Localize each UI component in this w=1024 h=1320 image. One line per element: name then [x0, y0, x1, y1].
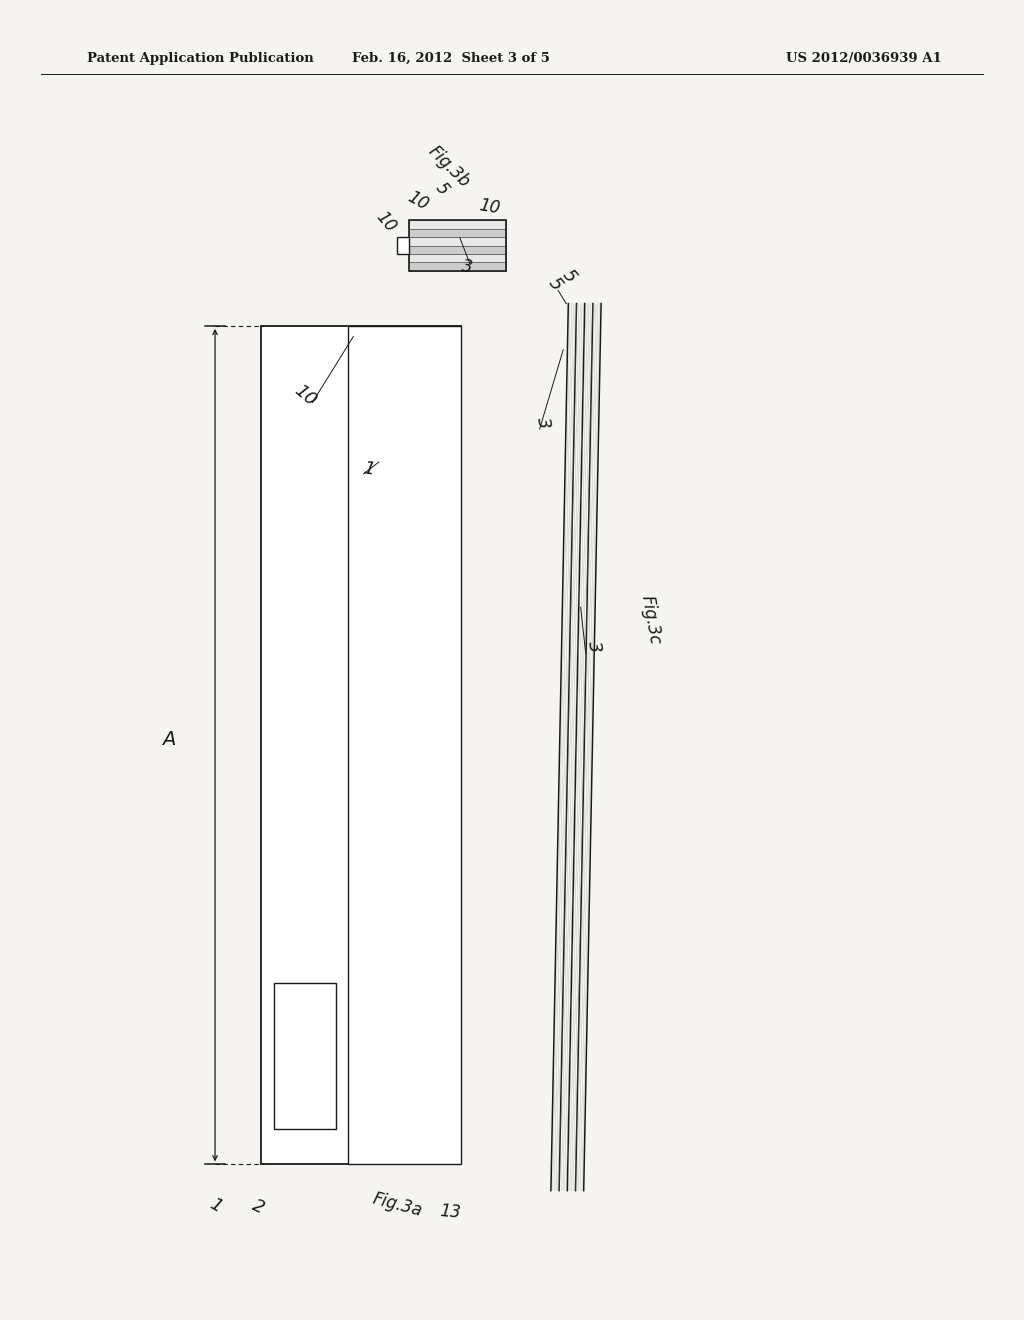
Text: Patent Application Publication: Patent Application Publication [87, 51, 313, 65]
Text: Fig.3c: Fig.3c [637, 594, 664, 647]
Text: 1: 1 [361, 459, 376, 478]
Text: 5: 5 [432, 180, 453, 198]
Bar [274, 983, 336, 1129]
Bar [410, 246, 507, 253]
Text: Fig.3a: Fig.3a [371, 1189, 424, 1221]
Bar [397, 236, 410, 255]
Text: 3: 3 [460, 257, 474, 276]
Text: 2: 2 [249, 1196, 267, 1217]
Text: 3: 3 [584, 640, 604, 653]
Bar [410, 263, 507, 271]
Text: A: A [162, 730, 176, 748]
Text: 10: 10 [404, 187, 431, 214]
Bar [261, 326, 461, 1164]
Bar [410, 238, 507, 246]
Text: 13: 13 [439, 1203, 462, 1221]
Text: 10: 10 [291, 381, 319, 411]
Text: Feb. 16, 2012  Sheet 3 of 5: Feb. 16, 2012 Sheet 3 of 5 [351, 51, 550, 65]
Text: 1: 1 [207, 1195, 225, 1216]
Text: 5: 5 [545, 273, 565, 294]
Bar [410, 228, 507, 238]
Text: 10: 10 [373, 207, 399, 236]
Bar [410, 220, 507, 228]
Bar [410, 220, 507, 271]
Bar [348, 326, 461, 1164]
Text: 5: 5 [559, 265, 580, 286]
Text: Fig.3b: Fig.3b [424, 141, 473, 191]
Text: 3: 3 [532, 416, 553, 429]
Text: 10: 10 [477, 197, 502, 218]
Text: US 2012/0036939 A1: US 2012/0036939 A1 [786, 51, 942, 65]
Bar [410, 253, 507, 263]
